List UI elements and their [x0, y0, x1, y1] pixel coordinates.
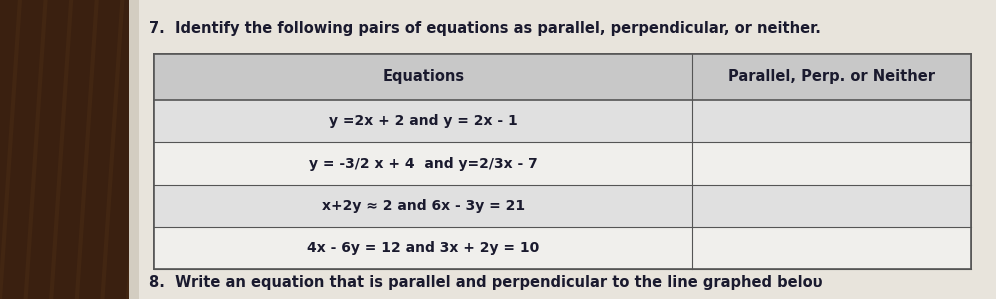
- Bar: [0, 0, 179, 299]
- Text: 4x - 6y = 12 and 3x + 2y = 10: 4x - 6y = 12 and 3x + 2y = 10: [307, 241, 540, 255]
- Text: Parallel, Perp. or Neither: Parallel, Perp. or Neither: [728, 69, 935, 85]
- Bar: [154, 100, 971, 142]
- Bar: [154, 54, 971, 269]
- Text: y =2x + 2 and y = 2x - 1: y =2x + 2 and y = 2x - 1: [329, 114, 518, 128]
- Bar: [154, 54, 971, 100]
- Bar: [697, 0, 996, 75]
- Text: y = -3/2 x + 4  and y=2/3x - 7: y = -3/2 x + 4 and y=2/3x - 7: [309, 156, 538, 170]
- Text: 8.  Write an equation that is parallel and perpendicular to the line graphed bel: 8. Write an equation that is parallel an…: [149, 275, 823, 290]
- Text: Equations: Equations: [382, 69, 464, 85]
- Bar: [129, 0, 139, 299]
- Bar: [154, 185, 971, 227]
- Bar: [154, 142, 971, 185]
- Bar: [129, 0, 996, 299]
- Text: 7.  Identify the following pairs of equations as parallel, perpendicular, or nei: 7. Identify the following pairs of equat…: [149, 21, 822, 36]
- Text: x+2y ≈ 2 and 6x - 3y = 21: x+2y ≈ 2 and 6x - 3y = 21: [322, 199, 525, 213]
- Bar: [154, 227, 971, 269]
